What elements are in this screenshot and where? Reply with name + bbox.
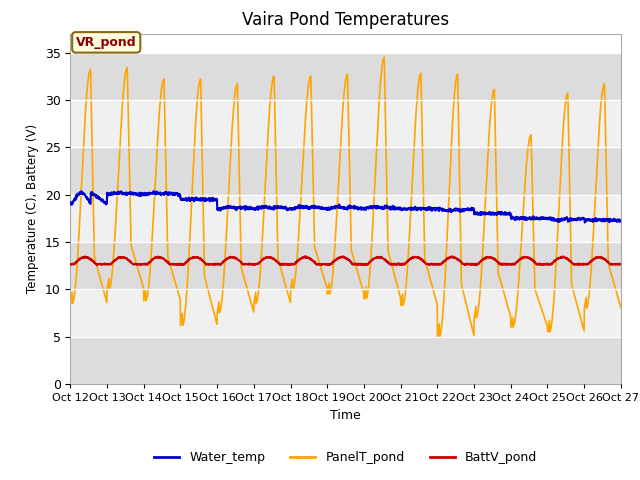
Bar: [70, 242, 621, 289]
Bar: [70, 100, 621, 147]
Bar: [70, 336, 621, 384]
Bar: [70, 194, 621, 242]
Legend: Water_temp, PanelT_pond, BattV_pond: Water_temp, PanelT_pond, BattV_pond: [149, 446, 542, 469]
Y-axis label: Temperature (C), Battery (V): Temperature (C), Battery (V): [26, 124, 39, 293]
Bar: [70, 147, 621, 194]
Bar: [70, 289, 621, 336]
X-axis label: Time: Time: [330, 408, 361, 421]
Title: Vaira Pond Temperatures: Vaira Pond Temperatures: [242, 11, 449, 29]
Bar: [70, 52, 621, 100]
Text: VR_pond: VR_pond: [76, 36, 136, 49]
